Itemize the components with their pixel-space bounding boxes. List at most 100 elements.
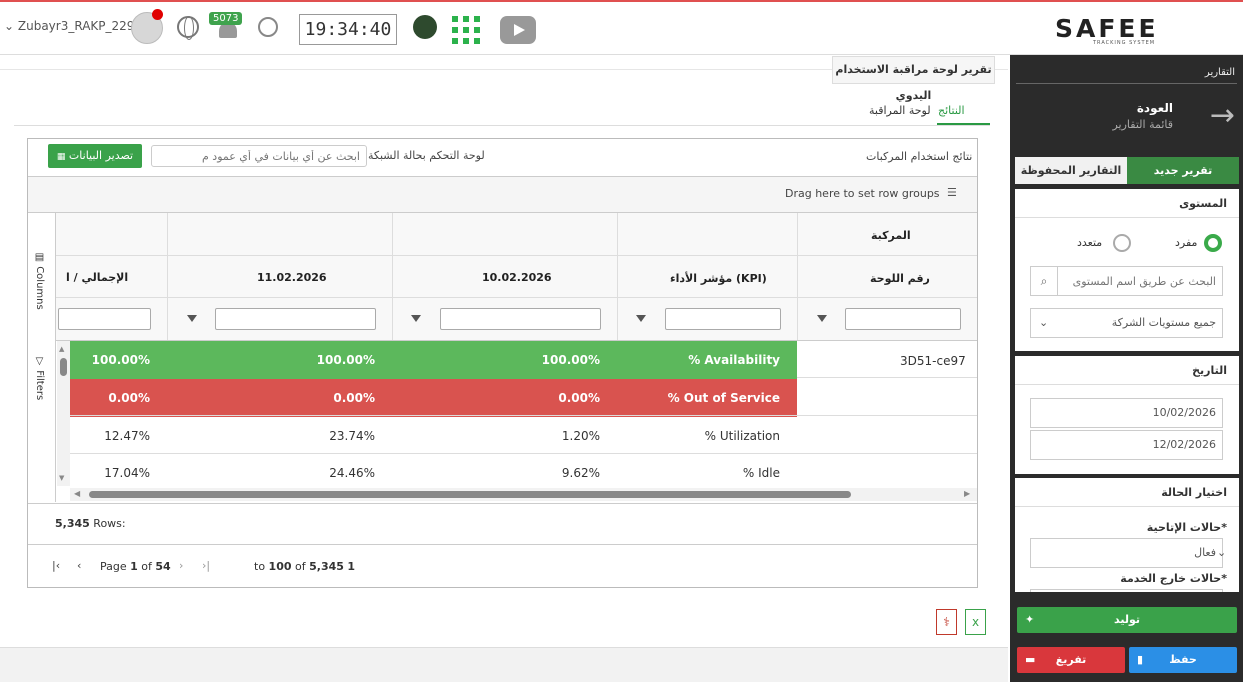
globe-icon[interactable] [177, 16, 199, 40]
funnel-icon[interactable] [411, 315, 421, 322]
scroll-up-icon[interactable]: ▲ [59, 345, 65, 353]
driver-icon[interactable] [413, 15, 437, 39]
col-header-kpi[interactable]: مؤشر الأداء (KPI) [670, 272, 767, 285]
header-line-1 [56, 255, 977, 256]
last-page-icon[interactable]: ›| [202, 559, 211, 572]
chevron-down-icon: ⌄ [1039, 316, 1049, 329]
export-button[interactable]: ▦ تصدير البيانات [48, 144, 142, 168]
grid-search-input[interactable] [151, 145, 367, 167]
search-icon[interactable]: ⌕ [1030, 266, 1058, 296]
level-panel: المستوى مفرد متعدد ⌕ جميع مستويات الشركة… [1015, 189, 1239, 351]
gauge-icon[interactable] [258, 17, 278, 37]
col-sep [617, 213, 618, 340]
back-label[interactable]: العودة [1136, 101, 1173, 115]
date-from-field[interactable]: 10/02/2026 [1030, 398, 1223, 428]
apps-grid-icon[interactable] [452, 16, 480, 44]
date-to-field[interactable]: 12/02/2026 [1030, 430, 1223, 460]
panel-divider [1015, 506, 1239, 507]
col-sep [167, 213, 168, 340]
header-line-2 [56, 297, 977, 298]
vertical-scrollbar[interactable] [57, 341, 70, 486]
pdf-export-icon[interactable]: ⚕ [936, 609, 957, 635]
tab-new-report[interactable]: تقرير جديد [1127, 157, 1239, 184]
range-total: 5,345 [309, 560, 344, 573]
date2-cell: 24.46% [329, 466, 375, 480]
export-label: تصدير البيانات [68, 149, 134, 162]
filter-input-kpi[interactable] [665, 308, 781, 330]
radio-multiple-label: متعدد [1077, 236, 1103, 249]
bookmark-icon: ▮ [1137, 653, 1144, 666]
filter-input-total[interactable] [58, 308, 151, 330]
scroll-left-icon[interactable]: ◀ [74, 489, 81, 498]
tab-saved-reports[interactable]: التقارير المحفوظة [1015, 157, 1127, 184]
funnel-icon[interactable] [817, 315, 827, 322]
excel-icon: ▦ [56, 152, 66, 162]
clear-label: تفريغ [1055, 653, 1087, 666]
footer [0, 647, 1008, 682]
arrow-right-icon[interactable]: → [1209, 98, 1235, 133]
date2-cell: 100.00% [316, 353, 375, 367]
range-indicator: to 100 of 5,345 1 [254, 560, 355, 573]
pager-divider [28, 544, 977, 545]
row-group-bar[interactable] [28, 177, 977, 212]
tab-underline [937, 123, 990, 125]
range-of: of [295, 560, 306, 573]
clear-button[interactable]: تفريغ ▬ [1017, 647, 1125, 673]
columns-tab[interactable]: ▤ Columns [34, 252, 45, 310]
col-header-date-2[interactable]: 11.02.2026 [257, 271, 327, 284]
generate-button[interactable]: توليد ✦ [1017, 607, 1237, 633]
col-sep [392, 213, 393, 340]
scroll-right-icon[interactable]: ▶ [964, 489, 971, 498]
out-of-service-select[interactable] [1030, 589, 1223, 592]
vertical-scroll-thumb[interactable] [60, 358, 67, 376]
tab-results[interactable]: النتائج [938, 104, 965, 117]
level-select-value: جميع مستويات الشركة [1111, 316, 1216, 329]
bell-icon[interactable] [219, 22, 237, 38]
col-header-date-1[interactable]: 10.02.2026 [482, 271, 552, 284]
total-cell: 17.04% [104, 466, 150, 480]
available-select[interactable]: فعال ⌄ [1030, 538, 1227, 568]
save-button[interactable]: حفظ ▮ [1129, 647, 1237, 673]
tab-dashboard[interactable]: لوحة المراقبة [869, 104, 931, 117]
level-title: المستوى [1179, 197, 1227, 210]
rows-count-value: 5,345 [55, 517, 90, 530]
col-header-total[interactable]: الإجمالي / ا [66, 271, 129, 284]
video-icon[interactable] [500, 16, 536, 44]
avatar[interactable] [131, 9, 163, 44]
back-sub-label: قائمة التقارير [1112, 118, 1173, 131]
excel-export-icon[interactable]: x [965, 609, 986, 635]
funnel-icon[interactable] [636, 315, 646, 322]
funnel-icon[interactable] [187, 315, 197, 322]
col-header-plate[interactable]: رقم اللوحة [870, 272, 930, 285]
date2-cell: 0.00% [333, 391, 375, 405]
table-row: % Idle 9.62% 24.46% 17.04% [70, 455, 977, 485]
date2-cell: 23.74% [329, 429, 375, 443]
dashboard-label: لوحة التحكم بحالة الشبكة [368, 149, 485, 162]
scroll-down-icon[interactable]: ▼ [59, 474, 65, 482]
radio-multiple[interactable] [1113, 234, 1131, 252]
horizontal-scroll-thumb[interactable] [89, 491, 851, 498]
filter-input-date-1[interactable] [440, 308, 601, 330]
range-start: 1 [347, 560, 356, 573]
side-panel-divider [55, 212, 56, 502]
filter-input-plate[interactable] [845, 308, 961, 330]
filters-tab[interactable]: ▽ Filters [34, 356, 45, 400]
next-page-icon[interactable]: › [179, 559, 184, 572]
range-to: to [254, 560, 266, 573]
level-search-input[interactable] [1057, 266, 1223, 296]
grid-title: نتائج استخدام المركبات [866, 150, 973, 163]
page-of: of [141, 560, 152, 573]
radio-single[interactable] [1204, 234, 1222, 252]
filter-input-date-2[interactable] [215, 308, 376, 330]
table-row: % Out of Service 0.00% 0.00% 0.00% [70, 379, 797, 417]
prev-page-icon[interactable]: ‹ [77, 559, 82, 572]
available-value: فعال [1194, 546, 1216, 559]
save-label: حفظ [1169, 653, 1197, 666]
user-dropdown[interactable]: ⌄ Zubayr3_RAKP_229 [4, 19, 135, 33]
filter-icon: ▽ [34, 356, 45, 367]
first-page-icon[interactable]: |‹ [52, 559, 61, 572]
page-current: 1 [130, 560, 138, 573]
chevron-down-icon: ⌄ [1217, 546, 1227, 559]
level-select[interactable]: جميع مستويات الشركة ⌄ [1030, 308, 1223, 338]
panel-divider [1015, 384, 1239, 385]
